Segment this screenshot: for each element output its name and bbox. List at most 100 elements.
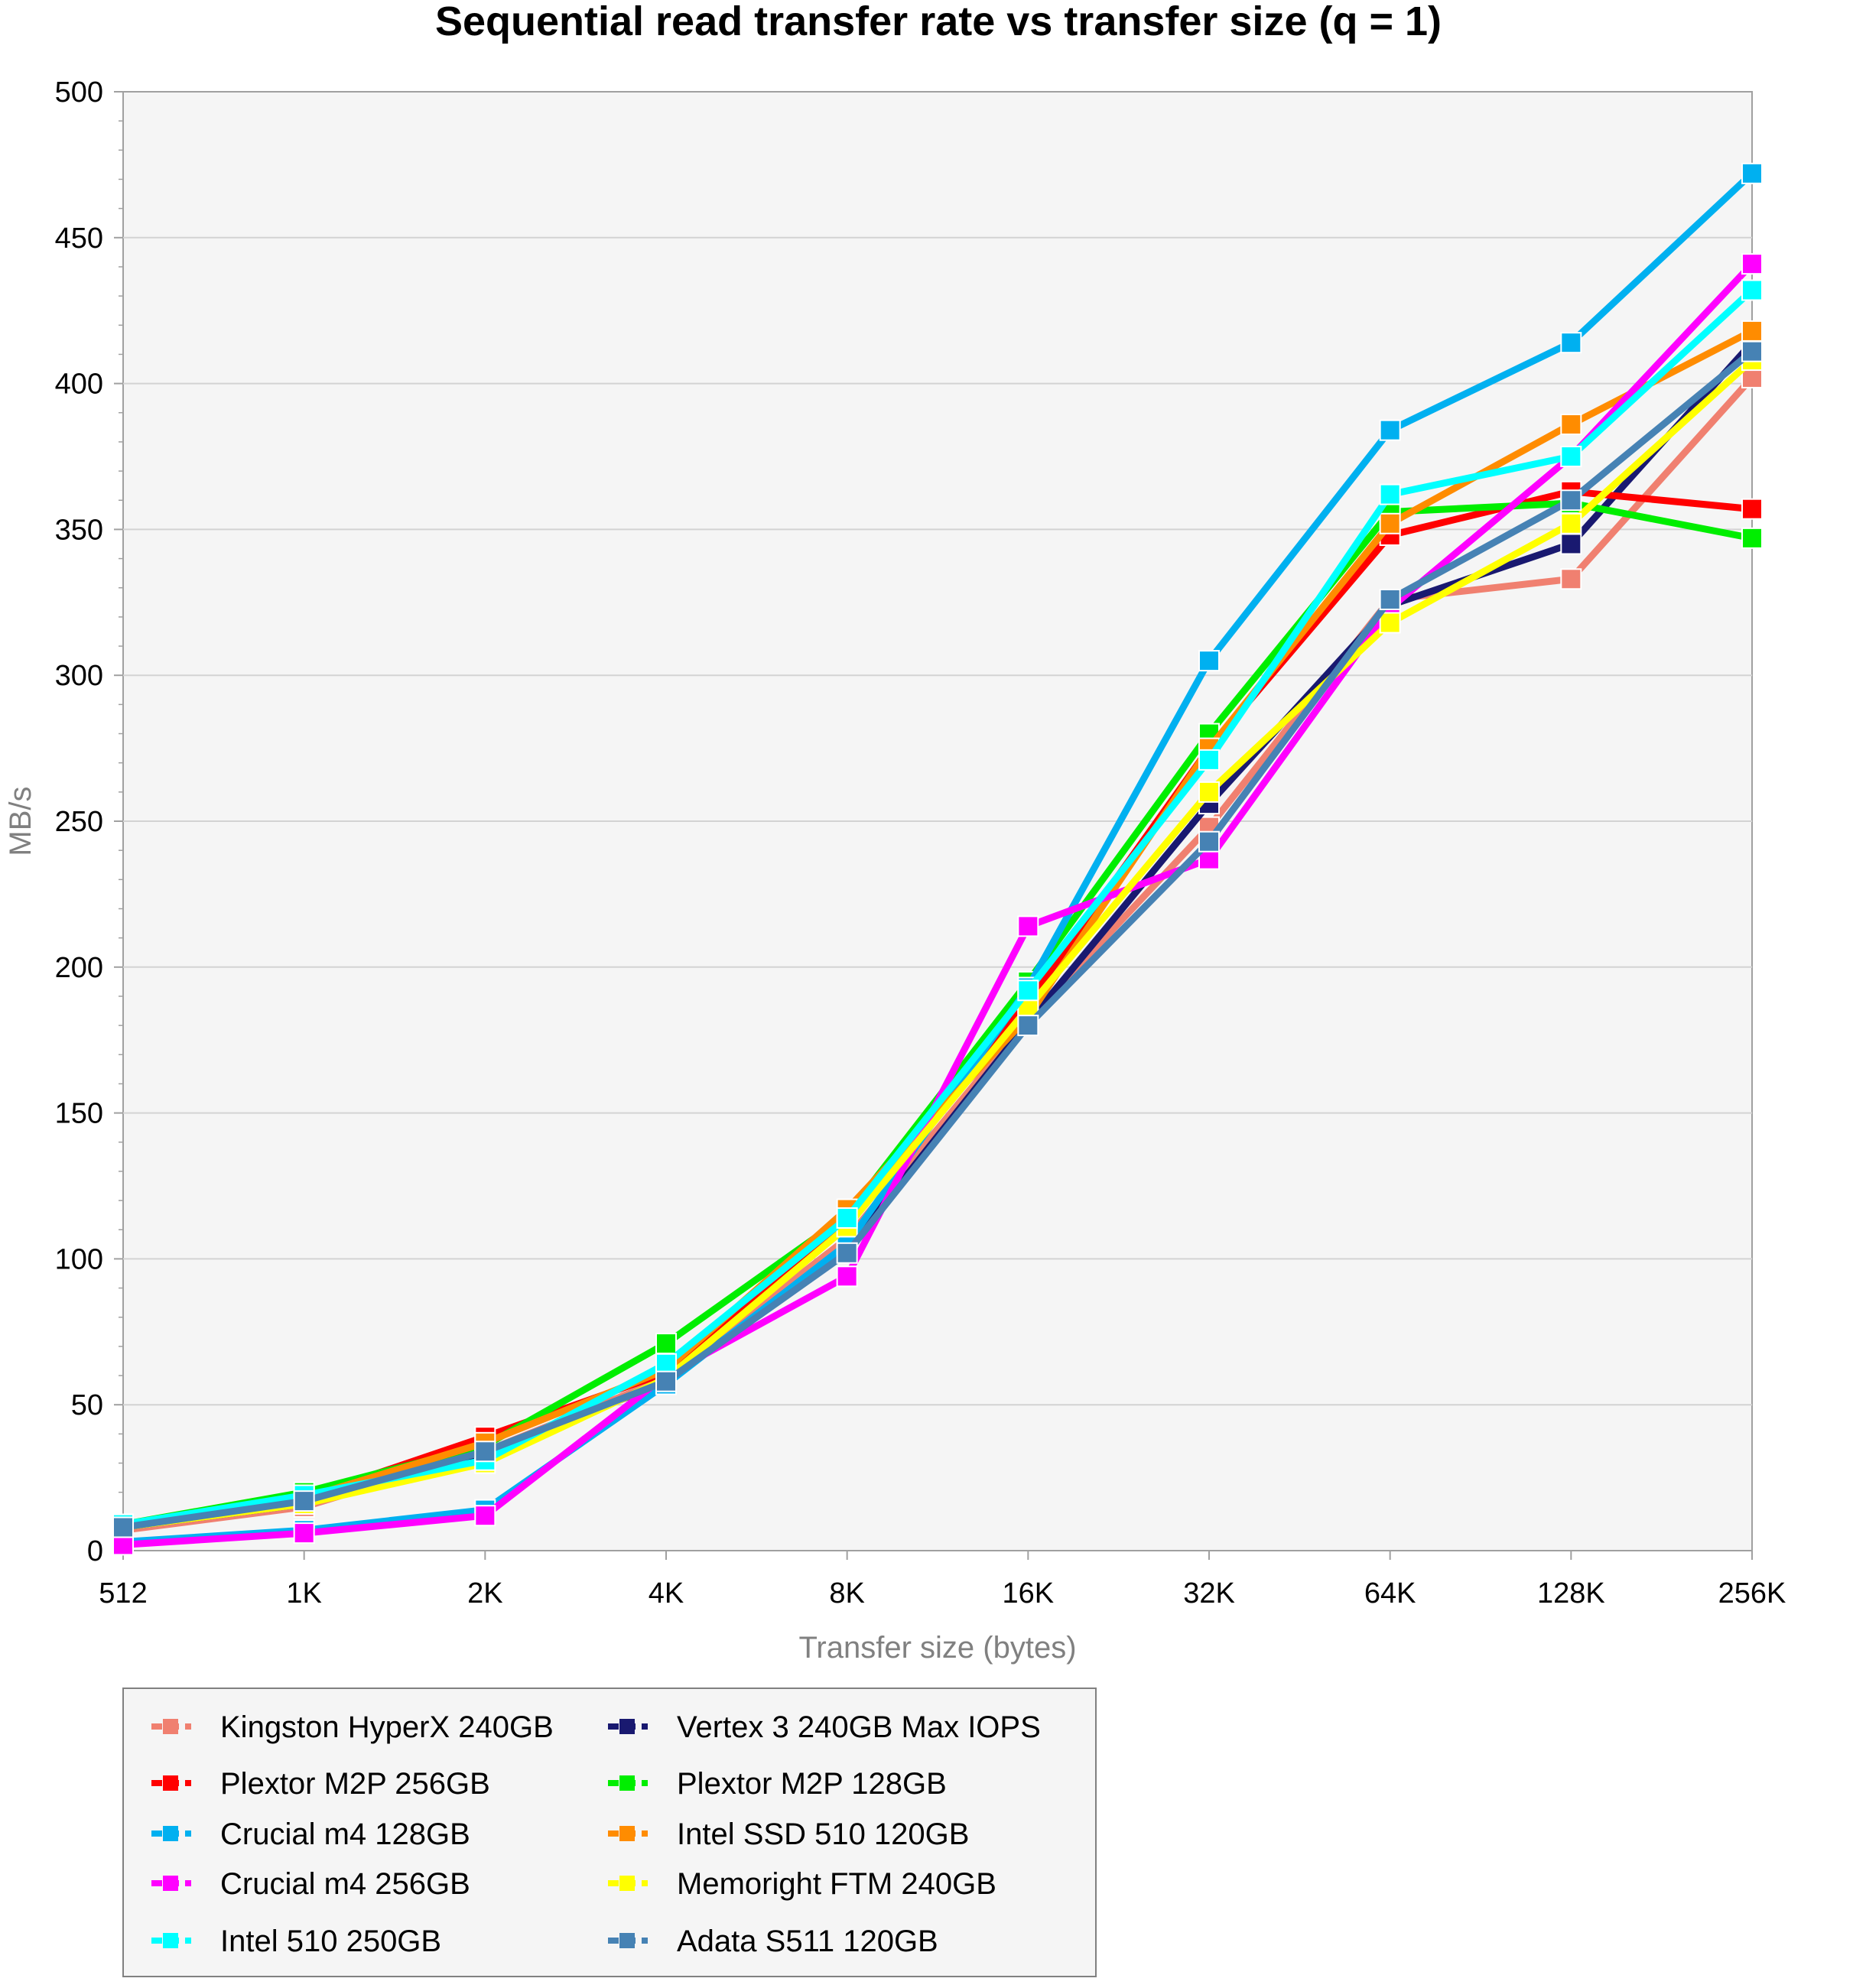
- legend-swatch-marker: [619, 1775, 635, 1791]
- data-point: [1379, 483, 1401, 505]
- data-point: [1560, 489, 1582, 512]
- data-point: [836, 1207, 858, 1229]
- data-point: [1560, 446, 1582, 467]
- data-point: [655, 1353, 677, 1375]
- data-point: [1741, 366, 1763, 388]
- legend-label: Vertex 3 240GB Max IOPS: [677, 1710, 1041, 1744]
- x-tick-label: 64K: [1364, 1577, 1416, 1610]
- legend-swatch-marker: [619, 1826, 635, 1841]
- data-point: [474, 1505, 496, 1527]
- x-tick-label: 16K: [1003, 1577, 1055, 1610]
- data-point: [1741, 279, 1763, 301]
- data-point: [1379, 512, 1401, 534]
- chart-title: Sequential read transfer rate vs transfe…: [435, 0, 1442, 44]
- legend-swatch-marker: [163, 1775, 178, 1791]
- data-point: [1560, 568, 1582, 590]
- data-point: [1741, 253, 1763, 275]
- series-9: [112, 340, 1763, 1538]
- data-point: [1198, 650, 1220, 672]
- legend-item: Memoright FTM 240GB: [608, 1867, 996, 1901]
- y-tick-label: 150: [55, 1098, 103, 1130]
- legend-label: Adata S511 120GB: [677, 1925, 938, 1958]
- data-point: [112, 1534, 134, 1556]
- y-tick-label: 450: [55, 223, 103, 255]
- data-point: [1379, 612, 1401, 634]
- data-point: [1560, 533, 1582, 555]
- data-point: [1560, 414, 1582, 436]
- legend-swatch-marker: [163, 1826, 178, 1841]
- x-tick-label: 128K: [1537, 1577, 1605, 1610]
- series-line: [119, 348, 1756, 1531]
- data-point: [112, 1516, 134, 1538]
- legend-label: Intel SSD 510 120GB: [677, 1817, 969, 1851]
- x-axis-label: Transfer size (bytes): [798, 1631, 1076, 1665]
- data-point: [1741, 320, 1763, 342]
- data-point: [1741, 498, 1763, 520]
- x-tick-label: 256K: [1718, 1577, 1786, 1610]
- legend-swatch-marker: [619, 1719, 635, 1734]
- legend-label: Plextor M2P 256GB: [220, 1767, 490, 1801]
- data-point: [1560, 332, 1582, 354]
- data-point: [293, 1490, 315, 1512]
- legend-item: Plextor M2P 128GB: [608, 1767, 947, 1801]
- data-point: [1379, 588, 1401, 610]
- x-tick-label: 8K: [829, 1577, 864, 1610]
- x-tick-label: 2K: [467, 1577, 502, 1610]
- legend-swatch-marker: [619, 1933, 635, 1948]
- data-point: [1379, 419, 1401, 441]
- y-tick-label: 100: [55, 1243, 103, 1275]
- data-point: [1198, 781, 1220, 803]
- data-point: [1017, 915, 1039, 937]
- x-tick-label: 1K: [286, 1577, 321, 1610]
- legend-swatch-marker: [163, 1933, 178, 1948]
- data-point: [836, 1265, 858, 1288]
- x-tick-label: 4K: [649, 1577, 684, 1610]
- x-tick-label: 32K: [1183, 1577, 1235, 1610]
- y-axis-label: MB/s: [4, 786, 37, 856]
- y-tick-label: 50: [71, 1389, 103, 1421]
- y-tick-label: 350: [55, 514, 103, 546]
- x-axis: 512 1K 2K 4K 8K 16K 32K 64K 128K 256K: [99, 1551, 1786, 1610]
- y-tick-label: 0: [87, 1535, 103, 1567]
- data-point: [1741, 527, 1763, 549]
- data-point: [1017, 979, 1039, 1002]
- legend-item: Adata S511 120GB: [608, 1925, 938, 1958]
- legend-item: Crucial m4 256GB: [151, 1867, 470, 1901]
- y-tick-label: 200: [55, 952, 103, 984]
- data-point: [655, 1333, 677, 1355]
- legend-swatch-marker: [619, 1876, 635, 1891]
- data-point: [474, 1441, 496, 1463]
- legend: Kingston HyperX 240GB Vertex 3 240GB Max …: [122, 1688, 1097, 1977]
- legend-item: Intel SSD 510 120GB: [608, 1817, 969, 1851]
- legend-item: Crucial m4 128GB: [151, 1817, 470, 1851]
- legend-item: Vertex 3 240GB Max IOPS: [608, 1710, 1041, 1744]
- legend-label: Memoright FTM 240GB: [677, 1867, 996, 1901]
- legend-item: Plextor M2P 256GB: [151, 1767, 490, 1801]
- series-line: [119, 356, 1756, 1531]
- legend-item: Kingston HyperX 240GB: [151, 1710, 554, 1744]
- data-point: [1017, 1015, 1039, 1037]
- legend-item: Intel 510 250GB: [151, 1925, 441, 1958]
- legend-label: Intel 510 250GB: [220, 1925, 441, 1958]
- legend-label: Crucial m4 128GB: [220, 1817, 470, 1851]
- legend-swatch-marker: [163, 1876, 178, 1891]
- y-tick-label: 400: [55, 369, 103, 401]
- legend-label: Kingston HyperX 240GB: [220, 1710, 554, 1744]
- legend-label: Crucial m4 256GB: [220, 1867, 470, 1901]
- data-point: [293, 1522, 315, 1545]
- data-point: [1198, 830, 1220, 853]
- data-point: [1560, 512, 1582, 534]
- legend-label: Plextor M2P 128GB: [677, 1767, 947, 1801]
- data-point: [1741, 340, 1763, 362]
- legend-swatch-marker: [163, 1719, 178, 1734]
- data-point: [1198, 749, 1220, 771]
- series-group: [112, 162, 1763, 1556]
- y-tick-label: 250: [55, 806, 103, 838]
- y-tick-label: 300: [55, 660, 103, 692]
- data-point: [1741, 162, 1763, 184]
- data-point: [655, 1370, 677, 1392]
- y-axis: 0 50 100 150 200 250 300 350 400 450 500: [55, 76, 123, 1567]
- legend-box: [122, 1688, 1097, 1977]
- x-tick-label: 512: [99, 1577, 147, 1610]
